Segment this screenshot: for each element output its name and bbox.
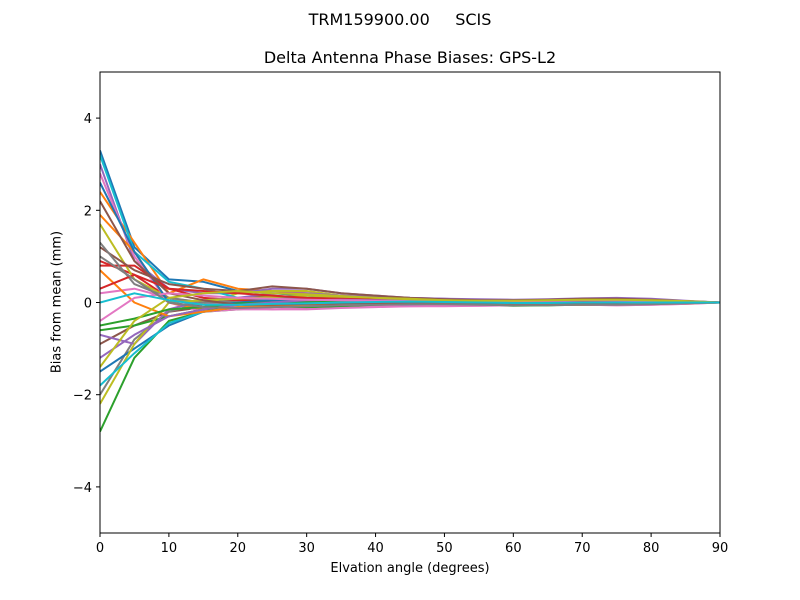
y-tick-label: 0 <box>84 297 92 312</box>
x-tick-label: 40 <box>367 541 384 556</box>
axes-title: Delta Antenna Phase Biases: GPS-L2 <box>263 48 557 67</box>
x-tick-label: 0 <box>96 541 104 556</box>
series-line <box>100 150 720 304</box>
x-tick-label: 30 <box>298 541 315 556</box>
series-line <box>100 255 720 309</box>
x-tick-label: 50 <box>436 541 453 556</box>
series-line <box>100 182 720 309</box>
series-line <box>100 290 720 368</box>
data-lines <box>100 150 720 433</box>
series-line <box>100 200 720 306</box>
series-line <box>100 301 720 433</box>
y-axis-ticks: −4 −2 0 2 4 <box>73 112 100 496</box>
x-tick-label: 70 <box>574 541 591 556</box>
y-tick-label: −4 <box>73 481 92 496</box>
x-axis-ticks: 0 10 20 30 40 50 60 70 80 90 <box>96 533 728 556</box>
figure-suptitle: TRM159900.00 SCIS <box>308 10 492 29</box>
series-line <box>100 292 720 306</box>
x-tick-label: 10 <box>161 541 178 556</box>
y-tick-label: −2 <box>73 389 92 404</box>
x-tick-label: 80 <box>643 541 660 556</box>
x-tick-label: 20 <box>230 541 247 556</box>
x-axis-label: Elvation angle (degrees) <box>330 561 490 576</box>
x-tick-label: 60 <box>505 541 522 556</box>
y-tick-label: 4 <box>84 112 92 127</box>
series-line <box>100 241 720 304</box>
x-tick-label: 90 <box>712 541 729 556</box>
y-tick-label: 2 <box>84 204 92 219</box>
